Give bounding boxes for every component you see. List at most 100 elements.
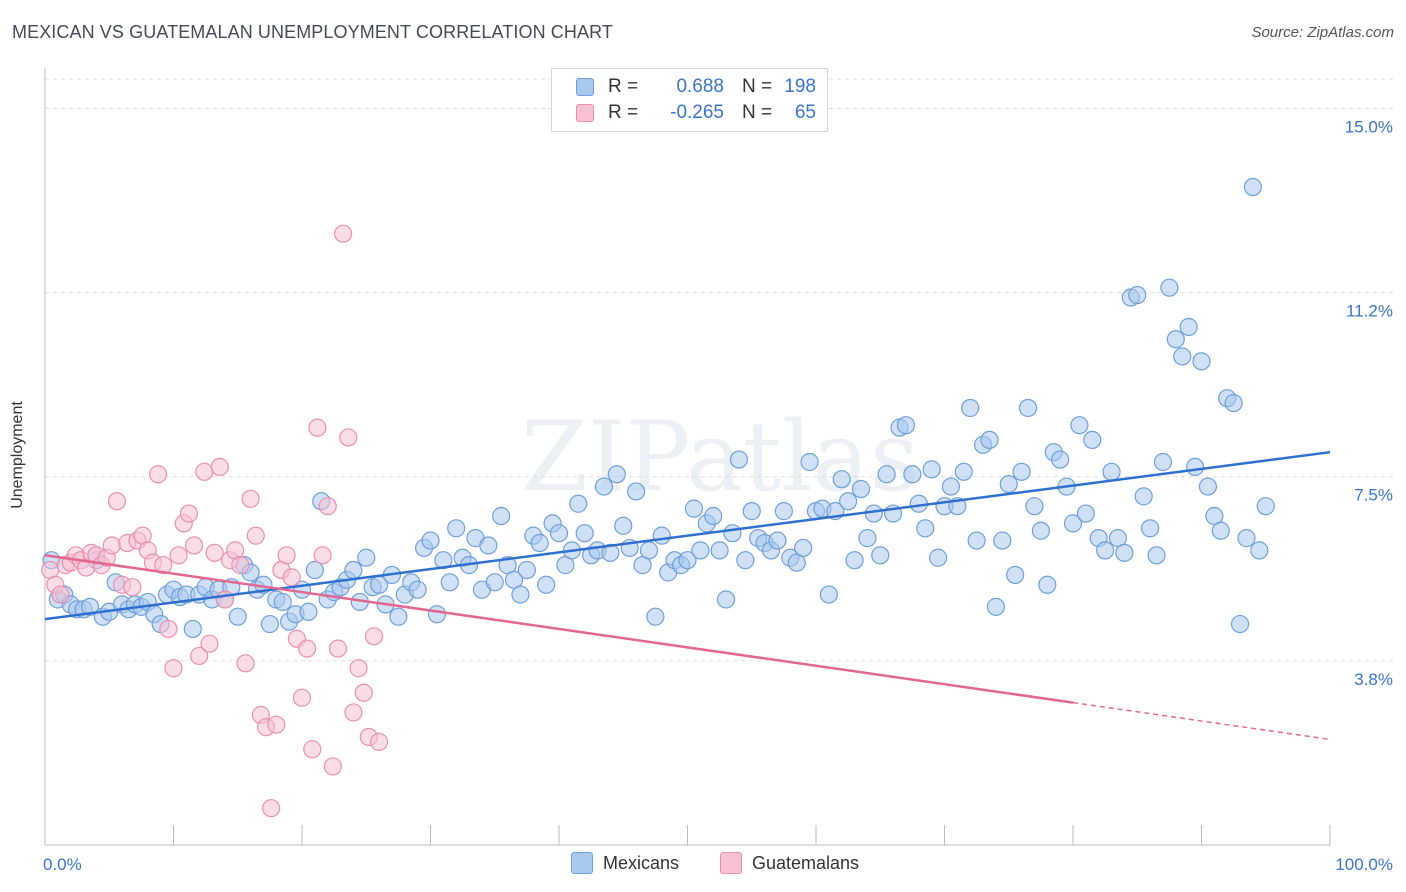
mexican-point bbox=[1224, 393, 1243, 413]
legend-item-guatemalans: Guatemalans bbox=[720, 852, 859, 874]
mexican-point bbox=[357, 548, 376, 567]
mexican-point bbox=[729, 450, 749, 469]
mexican-point bbox=[530, 533, 549, 553]
guatemalan-point bbox=[303, 740, 322, 759]
mexican-point bbox=[1147, 546, 1166, 565]
mexican-point bbox=[1140, 519, 1160, 538]
mexican-point bbox=[1083, 430, 1102, 450]
legend-row-guatemalans: R = -0.265 N = 65 bbox=[576, 101, 816, 125]
mexican-point bbox=[427, 605, 447, 624]
r-label: R = bbox=[608, 102, 639, 123]
x-tick-label: 0.0% bbox=[43, 855, 82, 874]
guatemalan-point bbox=[370, 732, 389, 751]
mexican-point bbox=[954, 462, 973, 481]
mexican-point bbox=[1250, 541, 1269, 560]
mexican-point bbox=[993, 531, 1012, 550]
chart-title: MEXICAN VS GUATEMALAN UNEMPLOYMENT CORRE… bbox=[12, 22, 613, 42]
guatemalans-trend-line bbox=[44, 554, 1074, 704]
guatemalan-point bbox=[51, 585, 70, 604]
mexican-point bbox=[408, 580, 427, 599]
mexican-point bbox=[299, 602, 318, 621]
mexican-point bbox=[716, 590, 736, 609]
y-tick-label: 11.2% bbox=[1346, 302, 1393, 321]
mexican-point bbox=[1115, 543, 1134, 562]
mexican-point bbox=[1063, 514, 1083, 533]
guatemalan-point bbox=[344, 703, 363, 722]
mexican-point bbox=[800, 452, 819, 472]
n-label: N = bbox=[742, 76, 773, 97]
guatemalan-point bbox=[190, 646, 209, 666]
source-label: Source: ZipAtlas.com bbox=[1251, 24, 1394, 41]
guatemalan-point bbox=[154, 556, 173, 575]
guatemalan-point bbox=[292, 688, 312, 707]
mexican-point bbox=[774, 502, 793, 521]
n-value: 65 bbox=[794, 102, 816, 123]
mexican-point bbox=[1230, 614, 1250, 634]
mexican-point bbox=[1096, 541, 1115, 560]
mexican-point bbox=[517, 560, 536, 580]
guatemalan-point bbox=[277, 546, 296, 565]
mexican-point bbox=[961, 398, 980, 418]
mexican-point bbox=[710, 541, 729, 560]
mexican-point bbox=[967, 531, 986, 550]
mexican-point bbox=[549, 524, 569, 543]
mexican-point bbox=[80, 597, 100, 616]
mexican-point bbox=[916, 519, 935, 538]
guatemalan-point bbox=[164, 659, 183, 678]
guatemalan-point bbox=[215, 590, 234, 609]
guatemalan-point bbox=[308, 418, 327, 437]
mexican-point bbox=[273, 592, 292, 612]
mexican-point bbox=[492, 506, 511, 526]
guatemalan-point bbox=[339, 428, 358, 447]
mexican-point bbox=[794, 538, 813, 558]
y-tick-label: 3.8% bbox=[1354, 670, 1393, 689]
mexican-point bbox=[389, 607, 408, 626]
r-label: R = bbox=[608, 76, 639, 97]
mexican-point bbox=[183, 619, 202, 639]
y-tick-label: 7.5% bbox=[1354, 486, 1393, 505]
n-value: 198 bbox=[784, 76, 816, 97]
mexican-point bbox=[678, 551, 697, 570]
guatemalan-point bbox=[169, 546, 188, 565]
guatemalan-point bbox=[205, 543, 224, 562]
legend-label: Mexicans bbox=[603, 852, 680, 873]
mexican-point bbox=[1038, 575, 1057, 594]
mexican-point bbox=[1211, 521, 1230, 540]
mexican-point bbox=[447, 519, 466, 538]
mexican-point bbox=[1051, 450, 1070, 469]
x-tick-label: 100.0% bbox=[1335, 855, 1393, 874]
mexicans-trend-line bbox=[44, 450, 1331, 621]
mexican-point bbox=[768, 531, 787, 550]
guatemalan-point bbox=[246, 526, 265, 545]
n-label: N = bbox=[742, 102, 773, 123]
mexican-point bbox=[1006, 565, 1025, 585]
mexican-point bbox=[845, 551, 864, 570]
r-value: -0.265 bbox=[670, 102, 724, 123]
guatemalan-point bbox=[313, 546, 332, 565]
guatemalan-point bbox=[262, 799, 281, 818]
mexican-point bbox=[1192, 352, 1211, 371]
mexican-point bbox=[903, 465, 922, 484]
mexican-point bbox=[1012, 462, 1031, 481]
legend-label: Guatemalans bbox=[752, 852, 860, 873]
mexican-point bbox=[260, 614, 279, 634]
guatemalan-point bbox=[148, 465, 168, 484]
mexican-point bbox=[742, 502, 761, 521]
mexican-point bbox=[819, 585, 838, 604]
mexican-point bbox=[922, 460, 941, 479]
mexican-point bbox=[305, 560, 324, 580]
mexican-point bbox=[864, 504, 883, 523]
mexican-point bbox=[652, 526, 671, 545]
mexican-point bbox=[601, 543, 620, 562]
mexican-point bbox=[999, 474, 1018, 494]
guatemalan-point bbox=[328, 639, 348, 658]
mexican-point bbox=[736, 551, 755, 570]
mexican-point bbox=[1198, 477, 1218, 496]
guatemalan-point bbox=[123, 578, 142, 597]
mexican-point bbox=[704, 506, 723, 526]
legend-row-mexicans: R = 0.688 N = 198 bbox=[576, 75, 816, 99]
mexican-point bbox=[485, 573, 504, 592]
mexican-point bbox=[607, 465, 626, 484]
pink-swatch bbox=[720, 852, 742, 874]
guatemalan-point bbox=[231, 556, 250, 575]
